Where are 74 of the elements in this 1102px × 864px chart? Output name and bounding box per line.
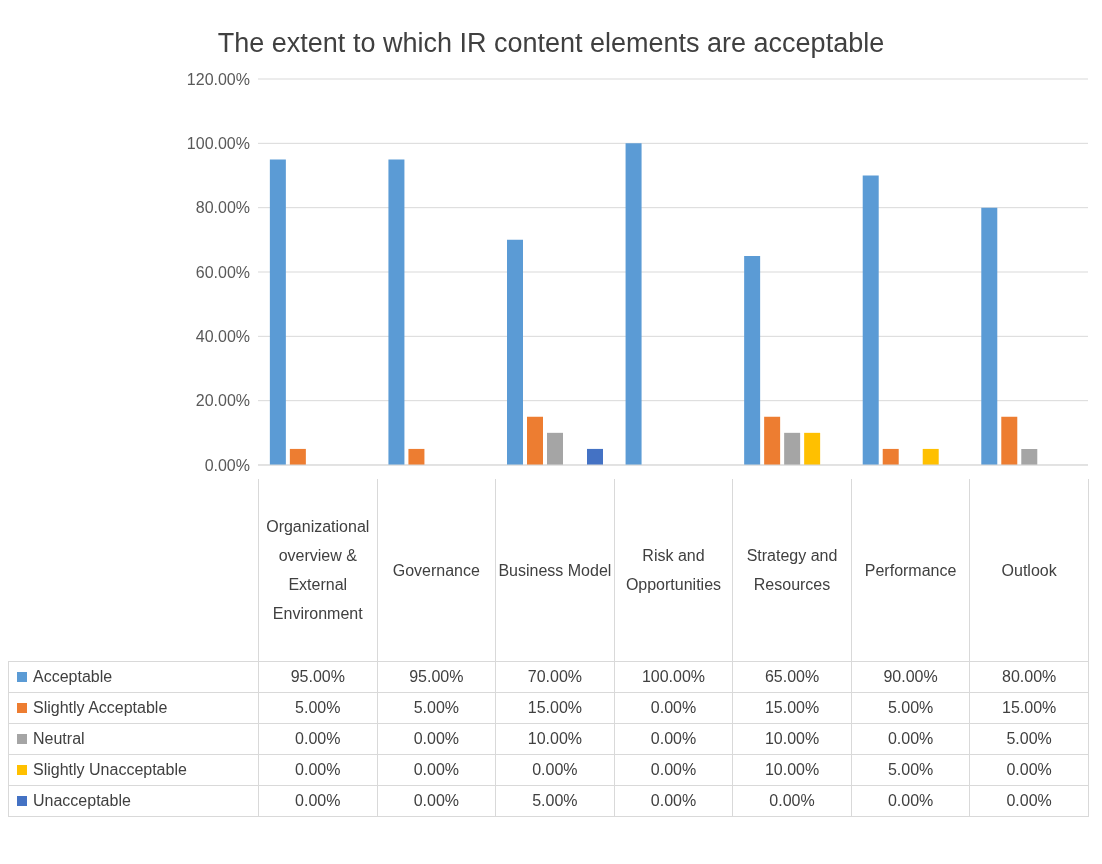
chart-title: The extent to which IR content elements are acceptable bbox=[216, 27, 886, 60]
bar bbox=[388, 159, 405, 465]
bar bbox=[882, 448, 899, 465]
legend-label: Acceptable bbox=[8, 661, 259, 693]
bar bbox=[981, 207, 998, 465]
data-label: 0.00% bbox=[258, 723, 378, 755]
bar bbox=[922, 448, 939, 465]
data-label: 0.00% bbox=[258, 754, 378, 786]
data-label: 15.00% bbox=[969, 692, 1089, 724]
data-label: 0.00% bbox=[969, 754, 1089, 786]
bar bbox=[862, 175, 879, 465]
x-tick-label: Organizational overview & External Environment bbox=[258, 479, 378, 662]
bar bbox=[587, 448, 603, 465]
data-label: 5.00% bbox=[851, 754, 970, 786]
data-label: 0.00% bbox=[851, 785, 970, 817]
x-tick-label: Strategy and Resources bbox=[732, 479, 852, 662]
data-label: 0.00% bbox=[614, 754, 733, 786]
data-label: 5.00% bbox=[495, 785, 615, 817]
x-tick-label: Performance bbox=[851, 479, 970, 662]
bar bbox=[784, 432, 801, 465]
bar bbox=[269, 159, 286, 465]
y-tick-label: 100.00% bbox=[186, 135, 250, 153]
legend-label: Unacceptable bbox=[8, 785, 259, 817]
data-label: 65.00% bbox=[732, 661, 852, 693]
x-tick-label: Outlook bbox=[969, 479, 1089, 662]
data-label: 0.00% bbox=[969, 785, 1089, 817]
data-label: 15.00% bbox=[732, 692, 852, 724]
y-tick-label: 80.00% bbox=[195, 199, 250, 217]
bar bbox=[527, 416, 543, 465]
data-label: 90.00% bbox=[851, 661, 970, 693]
data-label: 0.00% bbox=[495, 754, 615, 786]
data-label: 0.00% bbox=[732, 785, 852, 817]
data-label: 95.00% bbox=[258, 661, 378, 693]
data-label: 5.00% bbox=[258, 692, 378, 724]
data-label: 0.00% bbox=[614, 785, 733, 817]
y-tick-label: 40.00% bbox=[195, 328, 250, 346]
legend-label: Slightly Acceptable bbox=[8, 692, 259, 724]
bar bbox=[764, 416, 781, 465]
data-label: 10.00% bbox=[732, 754, 852, 786]
y-tick-label: 60.00% bbox=[195, 263, 250, 281]
x-tick-label: Risk and Opportunities bbox=[614, 479, 733, 662]
data-label: 0.00% bbox=[377, 754, 496, 786]
data-label: 80.00% bbox=[969, 661, 1089, 693]
y-tick-label: 0.00% bbox=[204, 456, 250, 474]
data-label: 70.00% bbox=[495, 661, 615, 693]
bar bbox=[1021, 448, 1038, 465]
y-tick-label: 20.00% bbox=[195, 392, 250, 410]
data-label: 10.00% bbox=[732, 723, 852, 755]
bar bbox=[625, 143, 642, 465]
y-tick-label: 120.00% bbox=[186, 70, 250, 88]
data-label: 100.00% bbox=[614, 661, 733, 693]
data-label: 10.00% bbox=[495, 723, 615, 755]
data-label: 0.00% bbox=[614, 723, 733, 755]
data-label: 95.00% bbox=[377, 661, 496, 693]
data-label: 5.00% bbox=[969, 723, 1089, 755]
data-label: 0.00% bbox=[851, 723, 970, 755]
legend-label: Neutral bbox=[8, 723, 259, 755]
data-label: 0.00% bbox=[377, 785, 496, 817]
bar bbox=[1001, 416, 1018, 465]
data-label: 0.00% bbox=[258, 785, 378, 817]
legend-label: Slightly Unacceptable bbox=[8, 754, 259, 786]
x-tick-label: Business Model bbox=[495, 479, 615, 662]
bar bbox=[408, 448, 425, 465]
x-tick-label: Governance bbox=[377, 479, 496, 662]
bar bbox=[744, 255, 761, 465]
data-label: 15.00% bbox=[495, 692, 615, 724]
data-label: 0.00% bbox=[377, 723, 496, 755]
bar bbox=[547, 432, 563, 465]
data-label: 0.00% bbox=[614, 692, 733, 724]
data-label: 5.00% bbox=[377, 692, 496, 724]
bar bbox=[804, 432, 821, 465]
bar bbox=[507, 239, 523, 465]
bar bbox=[289, 448, 306, 465]
data-label: 5.00% bbox=[851, 692, 970, 724]
